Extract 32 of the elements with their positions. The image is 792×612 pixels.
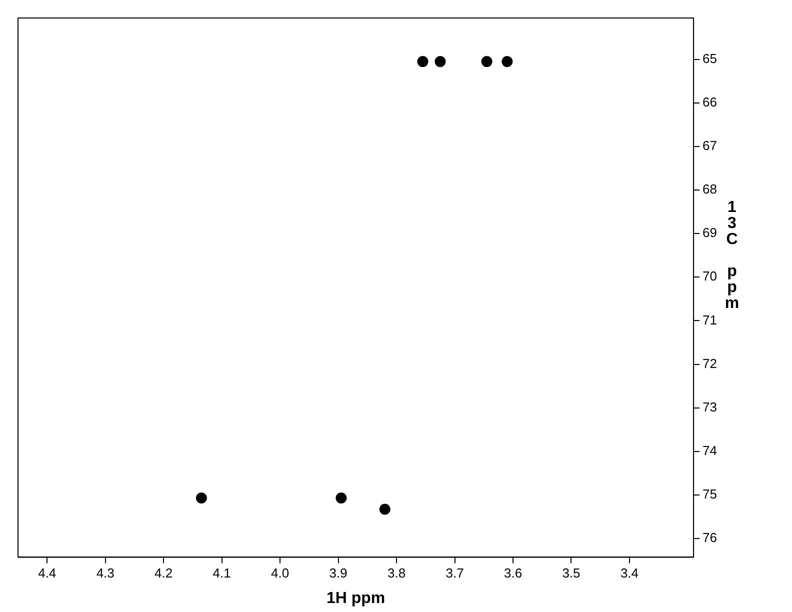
point bbox=[379, 504, 390, 515]
point bbox=[417, 56, 428, 68]
y-tick-label: 65 bbox=[702, 50, 718, 66]
y-tick-label: 71 bbox=[702, 312, 718, 328]
x-tick-label: 4.0 bbox=[271, 566, 290, 581]
x-tick-label: 4.1 bbox=[212, 566, 231, 581]
x-tick-label: 3.8 bbox=[387, 566, 406, 581]
y-tick-label: 75 bbox=[702, 486, 718, 502]
x-tick-label: 4.4 bbox=[38, 566, 56, 581]
point bbox=[502, 56, 513, 68]
y-tick-label: 69 bbox=[702, 225, 718, 240]
x-tick-label: 4.3 bbox=[96, 566, 114, 581]
x-tick-label: 3.5 bbox=[562, 566, 580, 581]
x-tick-label: 3.4 bbox=[620, 566, 639, 581]
point bbox=[434, 56, 446, 68]
point bbox=[196, 492, 207, 504]
y-tick-label: 68 bbox=[702, 182, 718, 197]
y-axis-title: 13C ppm bbox=[724, 199, 740, 312]
point bbox=[481, 56, 492, 68]
y-tick-label: 76 bbox=[702, 530, 718, 546]
y-tick-label: 74 bbox=[702, 442, 718, 458]
y-tick-label: 72 bbox=[702, 356, 718, 371]
x-tick-label: 3.6 bbox=[504, 566, 522, 581]
x-tick-label: 4.2 bbox=[154, 566, 173, 581]
x-tick-label: 3.7 bbox=[446, 566, 464, 581]
y-tick-label: 70 bbox=[702, 268, 718, 284]
x-axis-title: 1H ppm bbox=[326, 590, 386, 607]
x-tick-label: 3.9 bbox=[329, 566, 348, 581]
point bbox=[336, 492, 347, 504]
y-tick-label: 67 bbox=[702, 138, 718, 154]
y-tick-label: 73 bbox=[702, 399, 718, 414]
y-tick-label: 66 bbox=[702, 94, 718, 110]
